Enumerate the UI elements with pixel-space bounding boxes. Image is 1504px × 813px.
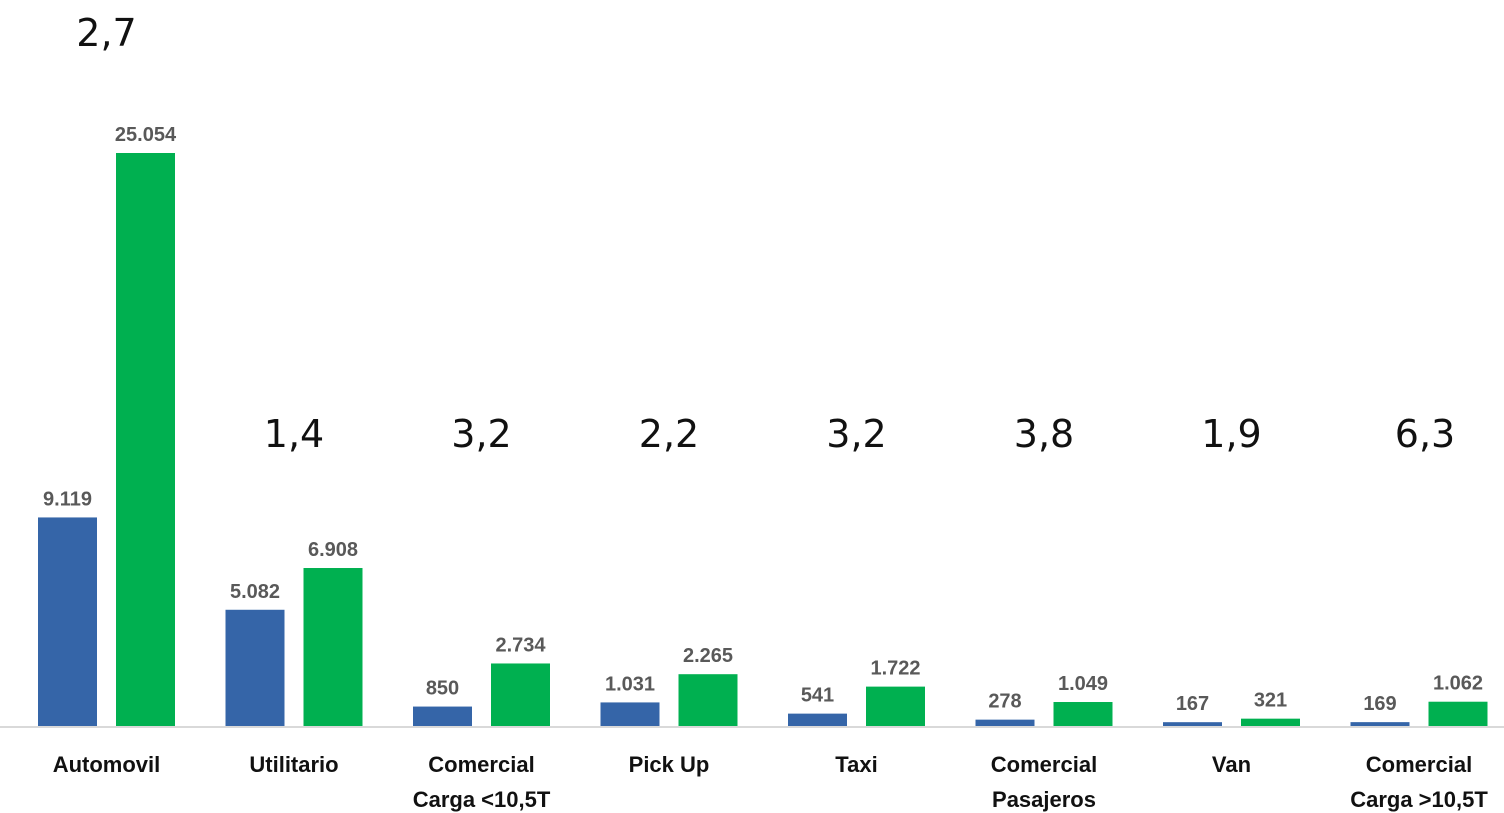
category-label-cat8-line1: Comercial bbox=[1366, 752, 1472, 777]
category-label-cat8-line2: Carga >10,5T bbox=[1350, 787, 1488, 812]
value-label-s2-cat5: 1.722 bbox=[870, 658, 920, 680]
value-label-s1-cat5: 541 bbox=[801, 685, 834, 707]
bar-s2-cat1 bbox=[116, 153, 175, 726]
category-label-cat3-line2: Carga <10,5T bbox=[413, 787, 551, 812]
category-label-cat3-line1: Comercial bbox=[428, 752, 534, 777]
bar-s1-cat8 bbox=[1350, 722, 1410, 726]
value-label-s2-cat1: 25.054 bbox=[115, 124, 177, 146]
value-label-s1-cat2: 5.082 bbox=[230, 581, 280, 603]
value-label-s2-cat6: 1.049 bbox=[1058, 673, 1108, 695]
bar-s2-cat4 bbox=[678, 674, 738, 726]
labels-group: 9.119 25.054 2,7 Automovil 5.082 6.908 1,4 Util… bbox=[43, 11, 1488, 812]
ratio-label-cat1: 2,7 bbox=[76, 11, 136, 55]
bars-group bbox=[38, 153, 1488, 726]
bar-s2-cat5 bbox=[866, 686, 925, 726]
ratio-label-cat8: 6,3 bbox=[1395, 412, 1455, 456]
value-label-s1-cat3: 850 bbox=[426, 678, 459, 700]
value-label-s1-cat7: 167 bbox=[1176, 693, 1209, 715]
bar-s2-cat8 bbox=[1428, 701, 1488, 726]
category-label-cat1-line1: Automovil bbox=[53, 752, 161, 777]
bar-s1-cat2 bbox=[225, 609, 285, 726]
value-label-s1-cat4: 1.031 bbox=[605, 673, 655, 695]
value-label-s1-cat6: 278 bbox=[988, 691, 1021, 713]
bar-s1-cat3 bbox=[413, 706, 472, 726]
value-label-s1-cat1: 9.119 bbox=[43, 488, 92, 510]
ratio-label-cat3: 3,2 bbox=[451, 412, 511, 456]
ratio-label-cat7: 1,9 bbox=[1201, 412, 1261, 456]
value-label-s2-cat7: 321 bbox=[1254, 690, 1287, 712]
category-label-cat4-line1: Pick Up bbox=[629, 752, 710, 777]
value-label-s2-cat2: 6.908 bbox=[308, 539, 358, 561]
bar-s1-cat7 bbox=[1163, 722, 1222, 726]
ratio-label-cat2: 1,4 bbox=[264, 412, 324, 456]
bar-s2-cat7 bbox=[1241, 718, 1300, 726]
bar-s2-cat2 bbox=[303, 568, 363, 726]
ratio-label-cat4: 2,2 bbox=[639, 412, 699, 456]
category-label-cat7-line1: Van bbox=[1212, 752, 1251, 777]
value-label-s1-cat8: 169 bbox=[1363, 693, 1396, 715]
value-label-s2-cat4: 2.265 bbox=[683, 645, 733, 667]
category-label-cat6-line1: Comercial bbox=[991, 752, 1097, 777]
bar-s1-cat4 bbox=[600, 702, 660, 726]
ratio-label-cat6: 3,8 bbox=[1014, 412, 1074, 456]
bar-s1-cat6 bbox=[975, 719, 1035, 726]
category-label-cat5-line1: Taxi bbox=[835, 752, 877, 777]
bar-s1-cat5 bbox=[788, 713, 847, 726]
bar-s1-cat1 bbox=[38, 517, 97, 726]
category-label-cat6-line2: Pasajeros bbox=[992, 787, 1096, 812]
bar-s2-cat6 bbox=[1053, 702, 1113, 726]
ratio-label-cat5: 3,2 bbox=[826, 412, 886, 456]
value-label-s2-cat8: 1.062 bbox=[1433, 673, 1483, 695]
bar-s2-cat3 bbox=[491, 663, 550, 726]
category-label-cat2-line1: Utilitario bbox=[249, 752, 338, 777]
value-label-s2-cat3: 2.734 bbox=[495, 634, 546, 656]
